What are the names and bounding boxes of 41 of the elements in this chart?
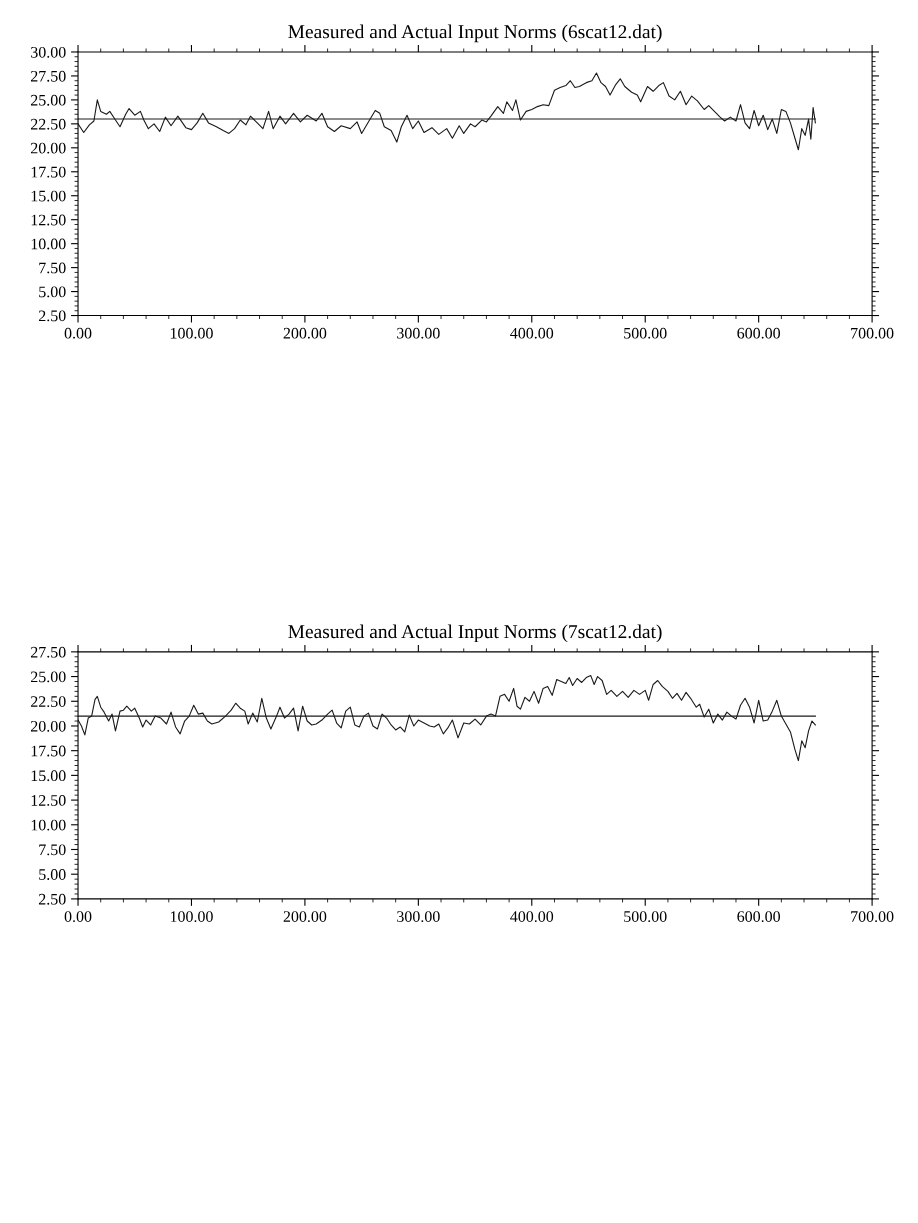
y-tick-label: 25.00	[30, 671, 66, 683]
x-tick-label: 400.00	[510, 327, 554, 339]
y-tick-label: 17.50	[31, 745, 66, 757]
x-tick-label: 100.00	[170, 911, 213, 923]
y-tick-label: 12.50	[31, 795, 66, 806]
x-tick-label: 600.00	[737, 327, 781, 339]
x-tick-label: 500.00	[624, 911, 667, 923]
y-tick-label: 15.00	[31, 190, 66, 202]
y-tick-label: 10.00	[31, 238, 66, 250]
x-tick-label: 300.00	[397, 911, 440, 923]
x-tick-label: 700.00	[851, 911, 894, 923]
x-tick-label: 0.00	[64, 911, 92, 923]
y-tick-label: 27.50	[30, 70, 66, 82]
y-tick-label: 22.50	[30, 696, 66, 708]
x-tick-label: 600.00	[737, 911, 781, 923]
y-tick-label: 5.00	[39, 869, 66, 880]
y-tick-label: 30.00	[31, 46, 66, 58]
x-tick-label: 100.00	[170, 327, 213, 339]
y-tick-label: 5.00	[39, 286, 66, 298]
x-tick-label: 0.00	[64, 327, 92, 339]
y-tick-label: 15.00	[31, 770, 66, 782]
x-tick-label: 400.00	[510, 911, 554, 923]
x-tick-label: 300.00	[397, 327, 440, 339]
x-tick-label: 500.00	[624, 327, 667, 339]
y-tick-label: 10.00	[31, 819, 66, 831]
y-tick-label: 7.50	[39, 844, 66, 856]
x-tick-label: 200.00	[283, 327, 327, 339]
y-tick-label: 20.00	[30, 142, 66, 154]
y-tick-label: 22.50	[30, 118, 66, 130]
y-tick-label: 27.50	[30, 646, 66, 658]
y-tick-label: 25.00	[30, 94, 66, 106]
y-tick-label: 7.50	[39, 262, 66, 274]
chart-title: Measured and Actual Input Norms (6scat12.dat)	[288, 24, 662, 43]
x-tick-label: 700.00	[851, 327, 894, 339]
y-tick-label: 12.50	[31, 214, 66, 226]
y-tick-label: 20.00	[30, 720, 66, 732]
chart-title: Measured and Actual Input Norms (7scat12.dat)	[288, 624, 662, 643]
y-tick-label: 2.50	[38, 310, 66, 322]
y-tick-label: 17.50	[31, 166, 66, 178]
x-tick-label: 200.00	[283, 911, 327, 923]
y-tick-label: 2.50	[38, 893, 66, 905]
